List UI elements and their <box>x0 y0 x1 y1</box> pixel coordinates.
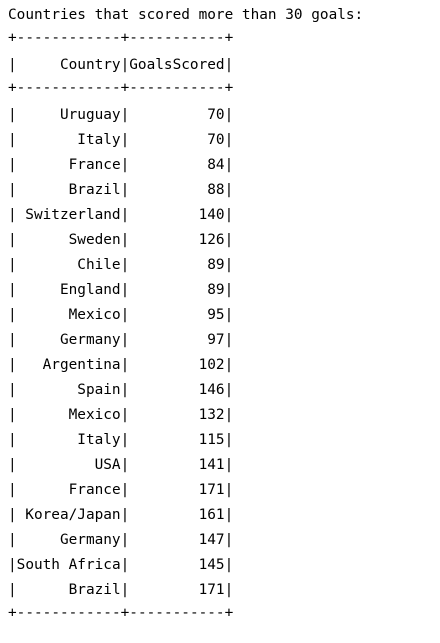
table-row: | Italy| 115| <box>8 432 234 448</box>
cell-country: Sweden <box>68 232 121 248</box>
cell-goals-scored: 126 <box>198 232 225 248</box>
table-row: | Mexico| 95| <box>8 307 234 323</box>
cell-country: Brazil <box>68 182 121 198</box>
table-row: | Germany| 97| <box>8 332 234 348</box>
cell-country: Italy <box>77 132 121 148</box>
cell-country: Uruguay <box>59 107 121 123</box>
cell-goals-scored: 115 <box>198 432 225 448</box>
table-row: | Argentina| 102| <box>8 357 234 373</box>
cell-goals-scored: 95 <box>207 307 225 323</box>
cell-goals-scored: 102 <box>198 357 225 373</box>
table-row: | Italy| 70| <box>8 132 234 148</box>
cell-goals-scored: 171 <box>198 582 225 598</box>
cell-goals-scored: 84 <box>207 157 225 173</box>
table-row: | Brazil| 88| <box>8 182 234 198</box>
output-heading: Countries that scored more than 30 goals… <box>8 7 364 23</box>
cell-country: Korea/Japan <box>25 507 121 523</box>
cell-goals-scored: 97 <box>207 332 225 348</box>
column-header-country: Country <box>59 57 121 73</box>
cell-goals-scored: 89 <box>207 257 225 273</box>
table-header-row: | Country|GoalsScored| <box>8 57 234 73</box>
cell-country: USA <box>94 457 121 473</box>
cell-country: Mexico <box>68 407 121 423</box>
cell-goals-scored: 161 <box>198 507 225 523</box>
cell-goals-scored: 70 <box>207 132 225 148</box>
cell-country: Chile <box>77 257 121 273</box>
table-row: | Uruguay| 70| <box>8 107 234 123</box>
cell-goals-scored: 146 <box>198 382 225 398</box>
table-row: |South Africa| 145| <box>8 557 234 573</box>
cell-goals-scored: 132 <box>198 407 225 423</box>
table-bottom-border: +------------+-----------+ <box>8 605 234 621</box>
table-row: | Korea/Japan| 161| <box>8 507 234 523</box>
cell-country: Brazil <box>68 582 121 598</box>
table-row: | Spain| 146| <box>8 382 234 398</box>
cell-goals-scored: 147 <box>198 532 225 548</box>
table-row: | Switzerland| 140| <box>8 207 234 223</box>
table-row: | France| 171| <box>8 482 234 498</box>
cell-country: South Africa <box>16 557 121 573</box>
cell-goals-scored: 70 <box>207 107 225 123</box>
table-row: | England| 89| <box>8 282 234 298</box>
cell-goals-scored: 171 <box>198 482 225 498</box>
table-row: | Germany| 147| <box>8 532 234 548</box>
table-row: | Sweden| 126| <box>8 232 234 248</box>
table-row: | Chile| 89| <box>8 257 234 273</box>
cell-country: Switzerland <box>25 207 121 223</box>
cell-country: England <box>59 282 121 298</box>
cell-country: Germany <box>59 332 121 348</box>
console-output: Countries that scored more than 30 goals… <box>8 6 440 631</box>
cell-country: France <box>68 482 121 498</box>
cell-country: Italy <box>77 432 121 448</box>
cell-goals-scored: 140 <box>198 207 225 223</box>
table-top-border: +------------+-----------+ <box>8 30 234 46</box>
cell-country: Spain <box>77 382 121 398</box>
cell-goals-scored: 89 <box>207 282 225 298</box>
table-body: | Uruguay| 70| | Italy| 70| | France| 84| | Brazil… <box>8 106 440 606</box>
column-header-goals-scored: GoalsScored <box>129 57 225 73</box>
cell-goals-scored: 88 <box>207 182 225 198</box>
table-row: | Mexico| 132| <box>8 407 234 423</box>
cell-country: France <box>68 157 121 173</box>
table-row: | France| 84| <box>8 157 234 173</box>
cell-country: Argentina <box>42 357 121 373</box>
cell-goals-scored: 145 <box>198 557 225 573</box>
cell-goals-scored: 141 <box>198 457 225 473</box>
table-header-border: +------------+-----------+ <box>8 80 234 96</box>
table-row: | Brazil| 171| <box>8 582 234 598</box>
cell-country: Mexico <box>68 307 121 323</box>
cell-country: Germany <box>59 532 121 548</box>
table-row: | USA| 141| <box>8 457 234 473</box>
